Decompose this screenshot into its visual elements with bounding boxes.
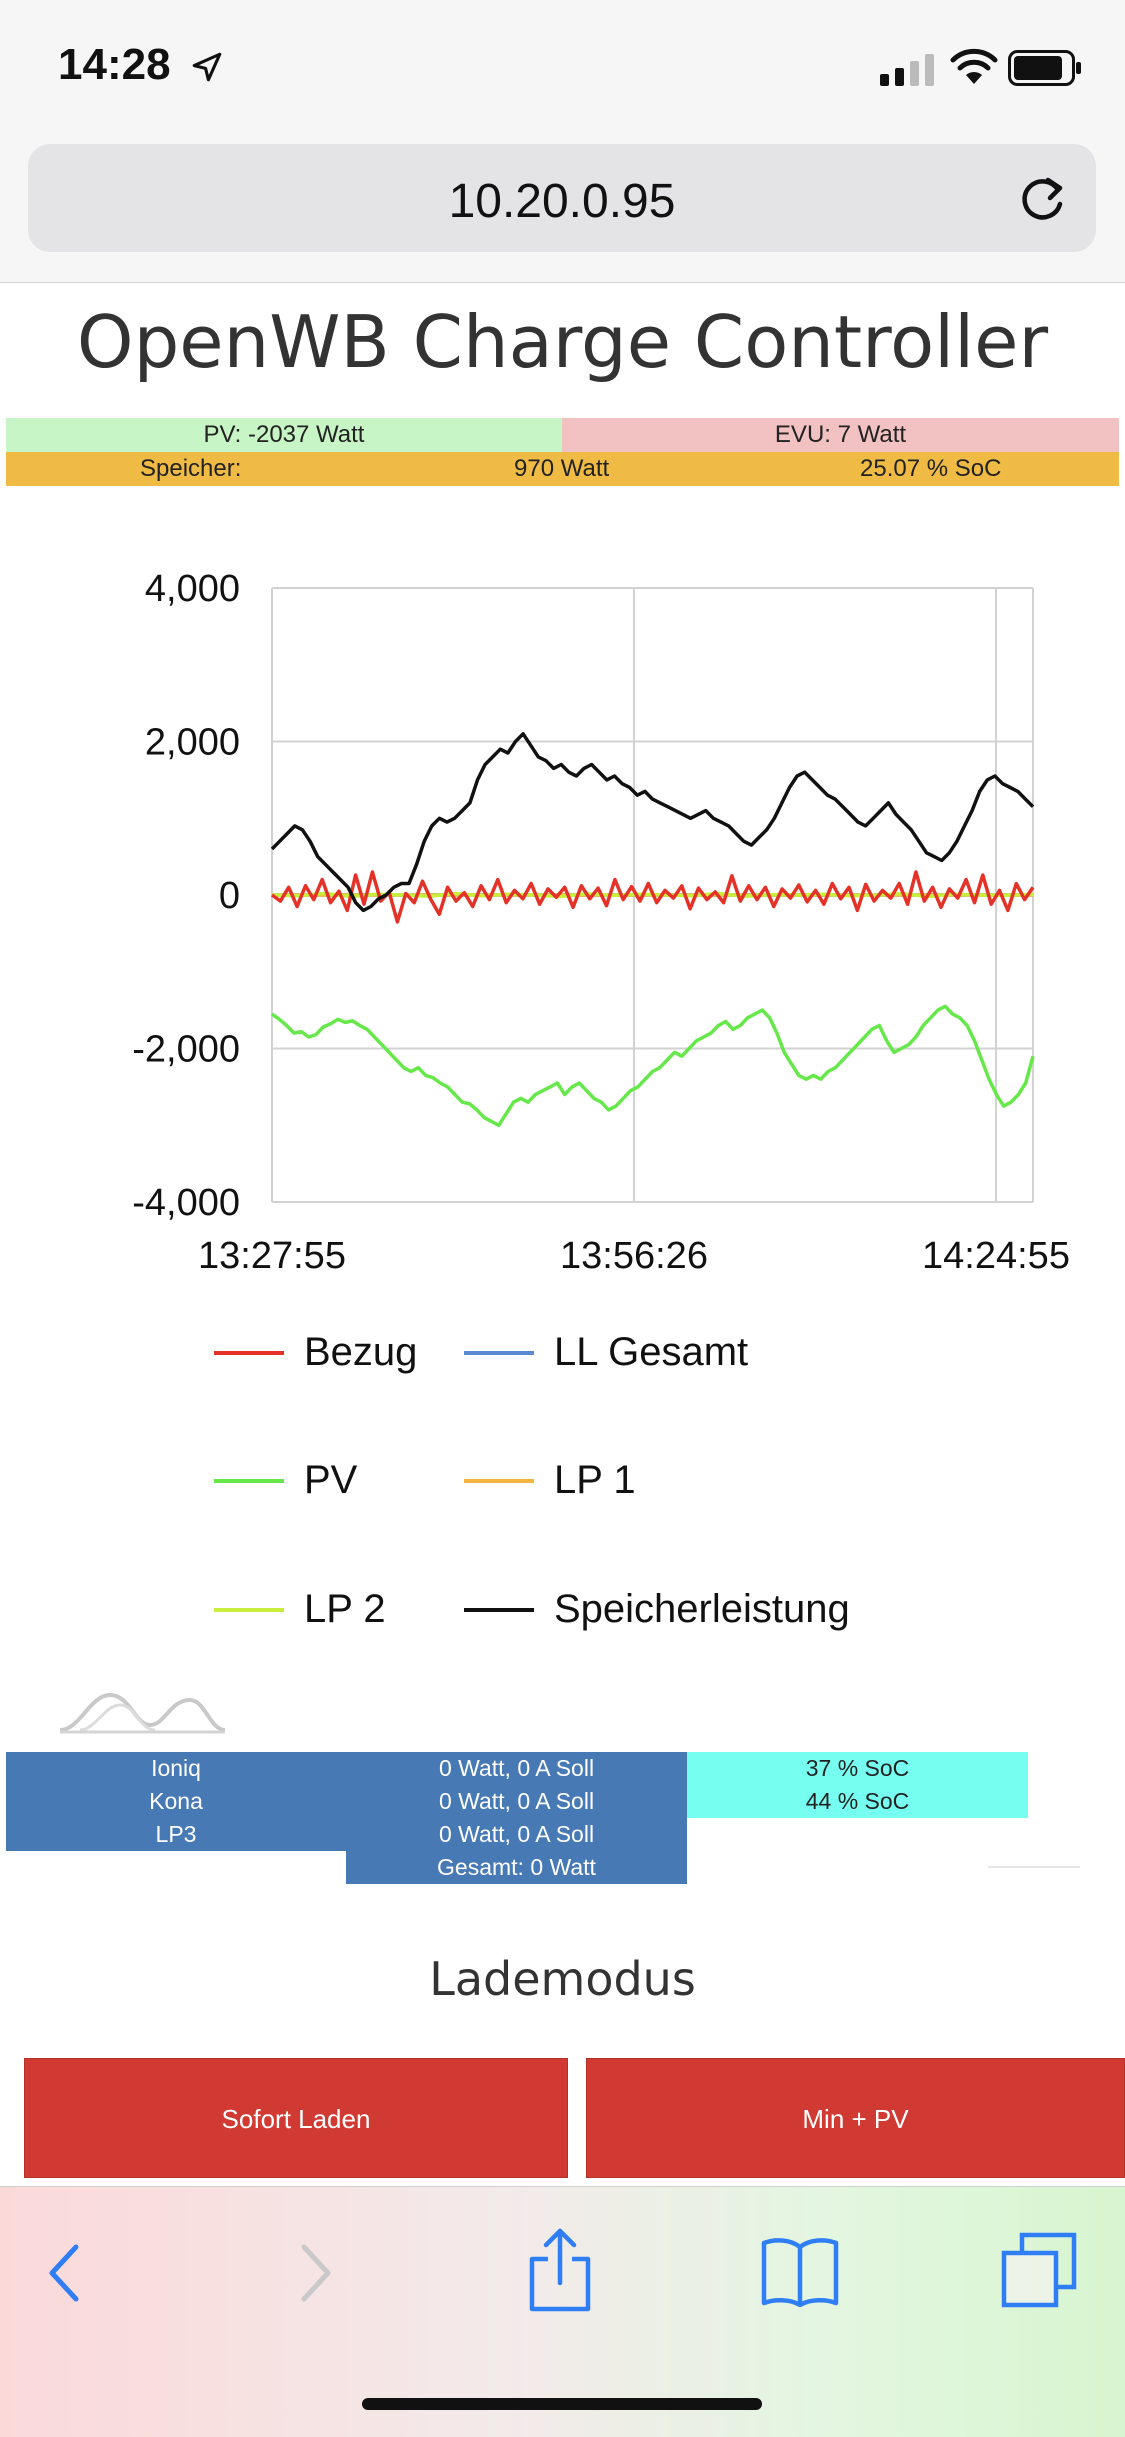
legend-swatch	[464, 1350, 534, 1355]
share-icon[interactable]	[526, 2227, 594, 2313]
legend-item[interactable]: LL Gesamt	[464, 1330, 748, 1375]
legend-item[interactable]: PV	[214, 1458, 357, 1503]
legend-label: Speicherleistung	[554, 1587, 850, 1631]
battery-icon	[1008, 50, 1081, 86]
legend-label: LP 1	[554, 1458, 636, 1502]
storage-soc: 25.07 % SoC	[860, 455, 1002, 482]
lp-power: 0 Watt, 0 A Soll	[346, 1818, 687, 1851]
power-summary-row: PV: -2037 Watt EVU: 7 Watt	[6, 418, 1119, 452]
location-arrow-icon	[192, 52, 222, 82]
legend-swatch	[214, 1607, 284, 1612]
legend-item[interactable]: LP 2	[214, 1587, 386, 1632]
evu-power-label: EVU: 7 Watt	[562, 418, 1119, 452]
address-bar[interactable]: 10.20.0.95	[28, 144, 1096, 252]
charge-mode-heading: Lademodus	[429, 1952, 696, 2006]
legend-item[interactable]: Bezug	[214, 1330, 417, 1375]
bookmarks-icon[interactable]	[760, 2235, 840, 2307]
legend-label: LL Gesamt	[554, 1330, 749, 1374]
legend-swatch	[214, 1478, 284, 1483]
series-line-pv	[270, 1004, 1035, 1128]
page-title: OpenWB Charge Controller	[76, 300, 1049, 384]
y-tick-label: 4,000	[145, 568, 240, 610]
status-time: 14:28	[58, 40, 171, 89]
wifi-icon	[950, 48, 998, 84]
back-icon[interactable]	[44, 2241, 84, 2305]
y-tick-label: 0	[219, 875, 240, 917]
browser-toolbar	[0, 2186, 1125, 2437]
legend-item[interactable]: Speicherleistung	[464, 1587, 850, 1632]
lp-power: 0 Watt, 0 A Soll	[346, 1785, 687, 1818]
legend-label: PV	[304, 1458, 358, 1502]
url-text[interactable]: 10.20.0.95	[448, 175, 676, 228]
y-tick-label: -2,000	[132, 1029, 240, 1071]
storage-label: Speicher:	[140, 455, 242, 482]
sofort-laden-button[interactable]: Sofort Laden	[24, 2058, 568, 2178]
x-tick-label: 13:56:26	[560, 1235, 708, 1277]
lp-name: Kona	[6, 1785, 346, 1818]
pv-power-label: PV: -2037 Watt	[6, 418, 562, 452]
tabs-icon[interactable]	[1000, 2231, 1078, 2309]
min-pv-button[interactable]: Min + PV	[586, 2058, 1125, 2178]
legend-swatch	[464, 1478, 534, 1483]
reload-icon[interactable]	[1012, 168, 1072, 228]
storage-summary-row: Speicher: 970 Watt 25.07 % SoC	[6, 452, 1119, 486]
home-indicator	[362, 2398, 762, 2410]
lp-soc: 44 % SoC	[687, 1785, 1028, 1818]
chart-logo-icon	[60, 1692, 226, 1734]
status-bar: 14:28	[0, 0, 1125, 140]
lp-name: Ioniq	[6, 1752, 346, 1785]
y-tick-label: -4,000	[132, 1182, 240, 1224]
forward-icon[interactable]	[296, 2241, 336, 2305]
lp-name: LP3	[6, 1818, 346, 1851]
power-line-chart: 4,000 2,000 0 -2,000 -4,000 13:27:55 13:56:26 1…	[132, 568, 1070, 1277]
divider	[988, 1866, 1080, 1868]
storage-power: 970 Watt	[514, 455, 610, 482]
series-line-bezug	[270, 870, 1035, 924]
x-tick-label: 13:27:55	[198, 1235, 346, 1277]
x-tick-label: 14:24:55	[922, 1235, 1070, 1277]
legend-swatch	[214, 1350, 284, 1355]
legend-item[interactable]: LP 1	[464, 1458, 636, 1503]
browser-address-area: 10.20.0.95	[0, 140, 1125, 283]
y-tick-label: 2,000	[145, 722, 240, 764]
lp-total-power: Gesamt: 0 Watt	[346, 1851, 687, 1884]
lp-soc: 37 % SoC	[687, 1752, 1028, 1785]
series-line-speicherleistung	[270, 732, 1035, 913]
chart-legend: Bezug LL Gesamt PV LP 1 LP 2 Speicherleistung	[0, 1330, 1125, 1670]
legend-swatch	[464, 1607, 534, 1612]
cellular-signal-icon	[880, 54, 934, 86]
lp-power: 0 Watt, 0 A Soll	[346, 1752, 687, 1785]
legend-label: Bezug	[304, 1330, 418, 1374]
legend-label: LP 2	[304, 1587, 386, 1631]
